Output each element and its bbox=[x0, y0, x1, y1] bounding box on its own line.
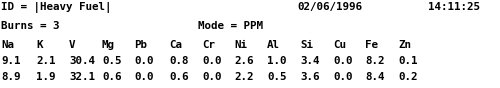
Text: Ni: Ni bbox=[234, 40, 247, 50]
Text: Burns = 3: Burns = 3 bbox=[1, 21, 60, 31]
Text: Si: Si bbox=[300, 40, 313, 50]
Text: 0.8: 0.8 bbox=[169, 56, 188, 66]
Text: Cu: Cu bbox=[333, 40, 346, 50]
Text: 8.2: 8.2 bbox=[365, 56, 384, 66]
Text: 8.9: 8.9 bbox=[1, 72, 20, 82]
Text: V: V bbox=[69, 40, 75, 50]
Text: 0.0: 0.0 bbox=[134, 56, 154, 66]
Text: 1.0: 1.0 bbox=[267, 56, 286, 66]
Text: 0.6: 0.6 bbox=[102, 72, 122, 82]
Text: 0.5: 0.5 bbox=[267, 72, 286, 82]
Text: ID = |Heavy Fuel|: ID = |Heavy Fuel| bbox=[1, 2, 112, 13]
Text: 2.2: 2.2 bbox=[234, 72, 254, 82]
Text: Mg: Mg bbox=[102, 40, 115, 50]
Text: 0.1: 0.1 bbox=[398, 56, 417, 66]
Text: 0.5: 0.5 bbox=[102, 56, 122, 66]
Text: 0.0: 0.0 bbox=[134, 72, 154, 82]
Text: 2.6: 2.6 bbox=[234, 56, 254, 66]
Text: 0.0: 0.0 bbox=[202, 72, 222, 82]
Text: 0.0: 0.0 bbox=[333, 72, 352, 82]
Text: 02/06/1996: 02/06/1996 bbox=[298, 2, 362, 12]
Text: 3.4: 3.4 bbox=[300, 56, 320, 66]
Text: 32.1: 32.1 bbox=[69, 72, 95, 82]
Text: 0.0: 0.0 bbox=[202, 56, 222, 66]
Text: 14:11:25: 14:11:25 bbox=[428, 2, 480, 12]
Text: 3.6: 3.6 bbox=[300, 72, 320, 82]
Text: 0.0: 0.0 bbox=[333, 56, 352, 66]
Text: Zn: Zn bbox=[398, 40, 411, 50]
Text: Al: Al bbox=[267, 40, 280, 50]
Text: Cr: Cr bbox=[202, 40, 215, 50]
Text: 8.4: 8.4 bbox=[365, 72, 384, 82]
Text: Mode = PPM: Mode = PPM bbox=[198, 21, 262, 31]
Text: Ca: Ca bbox=[169, 40, 182, 50]
Text: Fe: Fe bbox=[365, 40, 378, 50]
Text: 0.6: 0.6 bbox=[169, 72, 188, 82]
Text: 30.4: 30.4 bbox=[69, 56, 95, 66]
Text: 2.1: 2.1 bbox=[36, 56, 56, 66]
Text: 0.2: 0.2 bbox=[398, 72, 417, 82]
Text: Pb: Pb bbox=[134, 40, 147, 50]
Text: Na: Na bbox=[1, 40, 14, 50]
Text: K: K bbox=[36, 40, 43, 50]
Text: 9.1: 9.1 bbox=[1, 56, 20, 66]
Text: 1.9: 1.9 bbox=[36, 72, 56, 82]
